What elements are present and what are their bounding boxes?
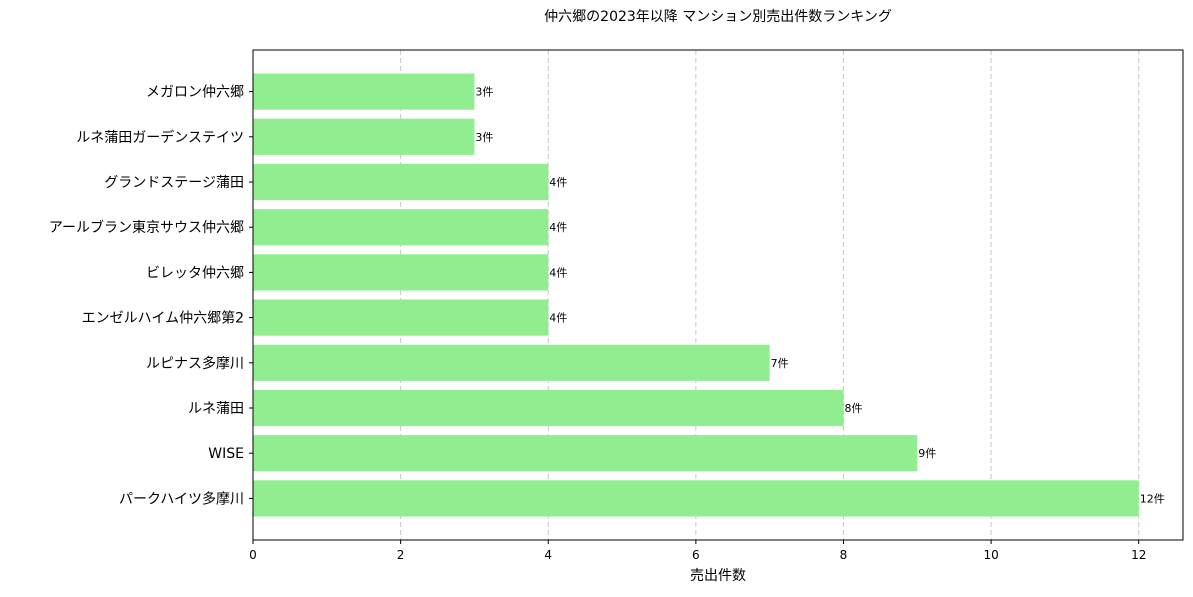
bar-value-label: 4件 (549, 221, 567, 234)
bar (253, 163, 549, 201)
bar-value-label: 7件 (771, 357, 789, 370)
bar (253, 299, 549, 336)
y-tick-label: メガロン仲六郷 (146, 85, 244, 101)
x-tick-label: 2 (397, 548, 405, 562)
bar (253, 118, 475, 155)
y-tick-label: グランドステージ蒲田 (104, 175, 244, 191)
bar (253, 389, 844, 427)
bar (253, 254, 549, 291)
x-tick-label: 6 (692, 548, 700, 562)
bar-value-label: 3件 (475, 131, 493, 144)
bar-value-label: 4件 (549, 266, 567, 279)
bar-value-label: 8件 (844, 402, 862, 415)
bar (253, 344, 770, 381)
chart-title: 仲六郷の2023年以降 マンション別売出件数ランキング (544, 9, 892, 25)
x-tick-label: 0 (249, 548, 257, 562)
bar-value-label: 12件 (1140, 492, 1165, 505)
bar (253, 480, 1139, 517)
bar (253, 209, 549, 246)
y-tick-label: ルネ蒲田 (188, 401, 244, 417)
bar (253, 73, 475, 110)
y-tick-label: アールブラン東京サウス仲六郷 (49, 219, 244, 236)
bar-value-label: 4件 (549, 176, 567, 189)
x-tick-label: 10 (983, 548, 998, 562)
bar-value-label: 4件 (549, 312, 567, 325)
x-tick-label: 8 (840, 548, 848, 562)
y-tick-label: ルピナス多摩川 (146, 355, 244, 372)
x-tick-label: 4 (544, 548, 552, 562)
y-tick-label: ルネ蒲田ガーデンステイツ (76, 129, 244, 146)
y-tick-label: エンゼルハイム仲六郷第2 (82, 310, 244, 327)
bar (253, 435, 918, 472)
y-tick-label: パークハイツ多摩川 (119, 490, 244, 507)
x-tick-label: 12 (1131, 548, 1146, 562)
bar-value-label: 3件 (475, 86, 493, 99)
x-axis-label: 売出件数 (690, 568, 746, 584)
plot-frame (252, 49, 1184, 541)
bar-value-label: 9件 (918, 447, 936, 460)
y-tick-label: WISE (208, 446, 244, 462)
y-tick-label: ビレッタ仲六郷 (146, 265, 244, 281)
